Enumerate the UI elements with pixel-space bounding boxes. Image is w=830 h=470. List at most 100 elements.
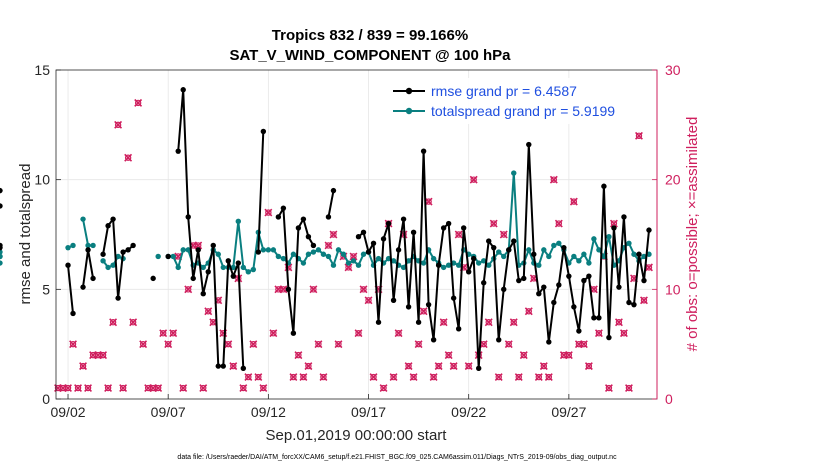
- rmse-point: [190, 275, 196, 282]
- obs-assimilated-stroke: [284, 263, 293, 272]
- totalspread-point: [606, 233, 612, 240]
- obs-assimilated-marker: [159, 329, 168, 338]
- y2-tick-label: 20: [665, 172, 681, 188]
- obs-assimilated-stroke: [109, 318, 118, 327]
- totalspread-point: [0, 260, 3, 266]
- obs-assimilated-stroke: [564, 351, 573, 360]
- obs-assimilated-stroke: [194, 241, 203, 250]
- obs-possible-marker: [510, 319, 517, 326]
- totalspread-point: [240, 264, 247, 271]
- rmse-point: [85, 247, 91, 253]
- rmse-point: [616, 284, 622, 290]
- obs-assimilated-marker: [344, 263, 353, 272]
- rmse-point: [581, 277, 587, 284]
- totalspread-point: [250, 266, 257, 273]
- rmse-point: [591, 315, 597, 321]
- obs-assimilated-stroke: [534, 373, 543, 382]
- rmse-point: [150, 275, 156, 282]
- x-axis-ticks: 09/02 09/07 09/12 09/17 09/22 09/27: [50, 394, 587, 420]
- obs-possible-marker: [139, 340, 147, 348]
- x-axis-label: Sep.01,2019 00:00:00 start: [266, 427, 448, 444]
- obs-assimilated-marker: [299, 373, 308, 382]
- legend-rmse-label: rmse grand pr = 6.4587: [431, 83, 577, 99]
- obs-possible-marker: [500, 231, 507, 238]
- obs-assimilated-stroke: [354, 329, 363, 338]
- totalspread-point: [235, 218, 242, 225]
- totalspread-point: [115, 253, 121, 260]
- obs-assimilated-stroke: [129, 318, 138, 327]
- obs-assimilated-marker: [359, 285, 368, 294]
- obs-assimilated-stroke: [539, 362, 548, 371]
- rmse-point: [80, 284, 86, 290]
- rmse-point: [631, 301, 637, 308]
- rmse-point: [546, 339, 552, 345]
- obs-possible-marker: [450, 362, 457, 370]
- rmse-point: [586, 273, 592, 279]
- obs-assimilated-stroke: [224, 340, 233, 349]
- obs-assimilated-marker: [334, 340, 343, 349]
- legend-spread-label: totalspread grand pr = 5.9199: [431, 103, 615, 119]
- obs-possible-marker: [415, 340, 422, 348]
- rmse-point: [290, 330, 297, 336]
- rmse-point: [370, 240, 377, 246]
- legend: rmse grand pr = 6.4587 totalspread grand…: [388, 78, 642, 124]
- totalspread-point: [310, 249, 317, 255]
- obs-possible-marker: [365, 297, 372, 304]
- obs-assimilated-stroke: [594, 329, 603, 338]
- obs-possible-marker: [124, 154, 132, 161]
- obs-assimilated-marker: [139, 340, 148, 349]
- rmse-point: [325, 214, 332, 220]
- rmse-point: [410, 229, 417, 236]
- totalspread-point: [445, 262, 452, 268]
- obs-possible-marker: [380, 384, 387, 392]
- rmse-point: [235, 260, 242, 266]
- totalspread-point: [260, 247, 267, 253]
- obs-possible-marker: [645, 264, 653, 271]
- obs-possible-marker: [445, 351, 452, 359]
- rmse-point: [110, 216, 116, 222]
- obs-assimilated-stroke: [104, 384, 113, 392]
- obs-assimilated-stroke: [640, 296, 648, 305]
- obs-assimilated-stroke: [409, 373, 418, 382]
- rmse-point: [501, 286, 507, 293]
- rmse-point: [230, 273, 236, 279]
- rmse-point: [536, 291, 542, 297]
- obs-assimilated-marker: [454, 230, 463, 239]
- rmse-point: [380, 236, 387, 242]
- obs-assimilated-stroke: [184, 285, 193, 294]
- rmse-point: [285, 286, 292, 293]
- obs-assimilated-stroke: [294, 351, 303, 360]
- rmse-point: [200, 291, 206, 297]
- obs-possible-marker: [305, 362, 312, 370]
- obs-assimilated-stroke: [269, 329, 278, 338]
- rmse-point: [0, 203, 3, 209]
- obs-assimilated-marker: [534, 373, 543, 382]
- obs-assimilated-marker: [64, 384, 72, 392]
- rmse-point: [295, 225, 302, 231]
- obs-possible-marker: [295, 351, 302, 359]
- obs-possible-marker: [570, 198, 578, 205]
- obs-assimilated-stroke: [499, 230, 508, 239]
- totalspread-point: [320, 251, 327, 257]
- obs-assimilated-stroke: [635, 131, 643, 140]
- obs-possible-marker: [240, 384, 247, 392]
- obs-assimilated-stroke: [614, 318, 623, 327]
- obs-possible-marker: [455, 231, 462, 238]
- obs-assimilated-marker: [264, 208, 273, 217]
- obs-assimilated-marker: [584, 362, 593, 371]
- obs-assimilated-marker: [424, 197, 433, 206]
- obs-assimilated-stroke: [319, 373, 328, 382]
- obs-assimilated-marker: [509, 318, 518, 327]
- obs-assimilated-marker: [464, 362, 473, 371]
- obs-possible-marker: [230, 362, 237, 370]
- obs-assimilated-stroke: [164, 340, 173, 349]
- obs-possible-marker: [109, 319, 117, 326]
- totalspread-point: [245, 269, 252, 275]
- obs-assimilated-stroke: [454, 230, 463, 239]
- obs-assimilated-stroke: [404, 362, 413, 371]
- obs-possible-marker: [515, 373, 522, 381]
- obs-assimilated-marker: [569, 197, 578, 206]
- totalspread-point: [541, 247, 547, 253]
- obs-assimilated-stroke: [524, 307, 533, 316]
- totalspread-point: [155, 253, 161, 260]
